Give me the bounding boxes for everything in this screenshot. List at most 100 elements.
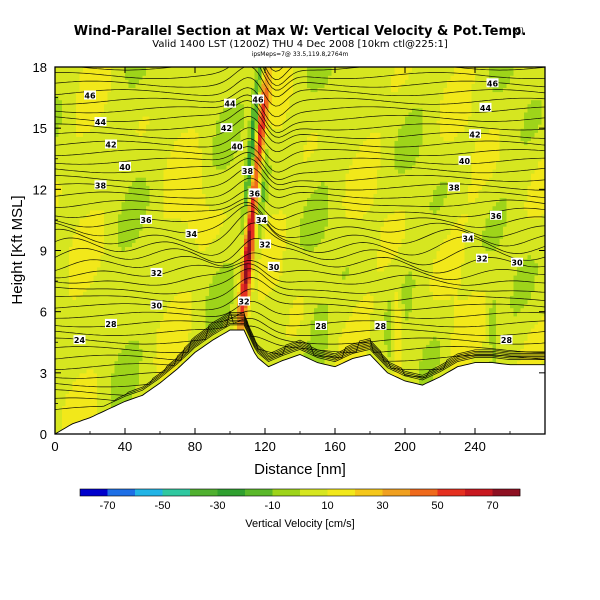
velocity-cell [212, 307, 217, 313]
velocity-cell [167, 238, 172, 243]
velocity-cell [114, 230, 119, 235]
velocity-cell [100, 140, 105, 146]
velocity-cell [240, 87, 245, 93]
velocity-cell [132, 156, 137, 162]
velocity-cell [62, 87, 67, 93]
velocity-cell [118, 299, 123, 305]
velocity-cell [86, 372, 91, 378]
velocity-cell [79, 307, 84, 313]
velocity-cell [139, 144, 144, 150]
velocity-cell [55, 421, 60, 427]
velocity-cell [69, 120, 74, 125]
velocity-cell [62, 164, 67, 170]
velocity-cell [219, 83, 224, 88]
velocity-cell [97, 315, 102, 321]
velocity-cell [184, 221, 189, 227]
velocity-cell [195, 258, 200, 264]
velocity-cell [76, 226, 81, 231]
velocity-cell [191, 185, 196, 190]
velocity-cell [195, 132, 200, 137]
velocity-cell [111, 152, 116, 158]
velocity-cell [146, 124, 151, 129]
velocity-cell [132, 348, 137, 354]
velocity-cell [79, 124, 84, 129]
velocity-cell [146, 340, 151, 345]
velocity-cell [55, 270, 60, 276]
velocity-cell [146, 250, 151, 256]
velocity-cell [163, 201, 168, 207]
velocity-cell [212, 173, 217, 178]
velocity-cell [223, 71, 228, 76]
velocity-cell [167, 95, 172, 101]
velocity-cell [191, 336, 196, 341]
velocity-cell [174, 124, 179, 129]
velocity-cell [160, 209, 165, 215]
velocity-cell [226, 323, 231, 329]
velocity-cell [156, 124, 161, 129]
velocity-cell [226, 83, 231, 88]
velocity-cell [93, 385, 98, 390]
velocity-cell [139, 230, 144, 235]
velocity-cell [58, 164, 63, 170]
velocity-cell [79, 201, 84, 207]
velocity-cell [230, 173, 235, 178]
velocity-cell [230, 120, 235, 125]
velocity-cell [146, 315, 151, 321]
velocity-cell [184, 274, 189, 280]
velocity-cell [205, 128, 210, 133]
velocity-cell [100, 242, 105, 248]
velocity-cell [139, 103, 144, 109]
velocity-cell [86, 156, 91, 162]
velocity-cell [191, 209, 196, 215]
velocity-cell [153, 287, 158, 292]
velocity-cell [100, 111, 105, 117]
velocity-cell [97, 71, 102, 76]
velocity-cell [104, 262, 109, 268]
velocity-cell [233, 181, 238, 186]
velocity-cell [83, 291, 88, 296]
velocity-cell [132, 197, 137, 203]
velocity-cell [212, 303, 217, 309]
velocity-cell [202, 340, 207, 345]
velocity-cell [79, 160, 84, 166]
velocity-cell [181, 95, 186, 101]
velocity-cell [79, 299, 84, 305]
velocity-cell [121, 258, 126, 264]
velocity-cell [160, 201, 165, 207]
velocity-cell [72, 209, 77, 215]
velocity-cell [72, 99, 77, 105]
velocity-cell [160, 274, 165, 280]
velocity-cell [237, 115, 242, 121]
velocity-cell [97, 291, 102, 296]
velocity-cell [195, 71, 200, 76]
velocity-cell [72, 140, 77, 146]
velocity-cell [114, 189, 119, 195]
velocity-cell [181, 270, 186, 276]
velocity-cell [65, 332, 70, 337]
velocity-cell [198, 152, 203, 158]
velocity-cell [93, 136, 98, 141]
velocity-cell [191, 246, 196, 252]
velocity-cell [72, 303, 77, 309]
velocity-cell [160, 258, 165, 264]
velocity-cell [216, 115, 221, 121]
velocity-cell [100, 319, 105, 325]
velocity-cell [72, 393, 77, 398]
velocity-cell [226, 242, 231, 248]
velocity-cell [55, 185, 60, 190]
velocity-cell [212, 226, 217, 231]
velocity-cell [223, 136, 228, 141]
velocity-cell [100, 299, 105, 305]
velocity-cell [90, 83, 95, 88]
velocity-cell [230, 115, 235, 121]
velocity-cell [146, 75, 151, 80]
velocity-cell [226, 221, 231, 227]
velocity-cell [79, 164, 84, 170]
velocity-cell [205, 258, 210, 264]
velocity-cell [188, 258, 193, 264]
velocity-cell [121, 181, 126, 186]
velocity-cell [226, 230, 231, 235]
velocity-cell [128, 311, 133, 317]
velocity-cell [233, 173, 238, 178]
velocity-cell [104, 385, 109, 390]
